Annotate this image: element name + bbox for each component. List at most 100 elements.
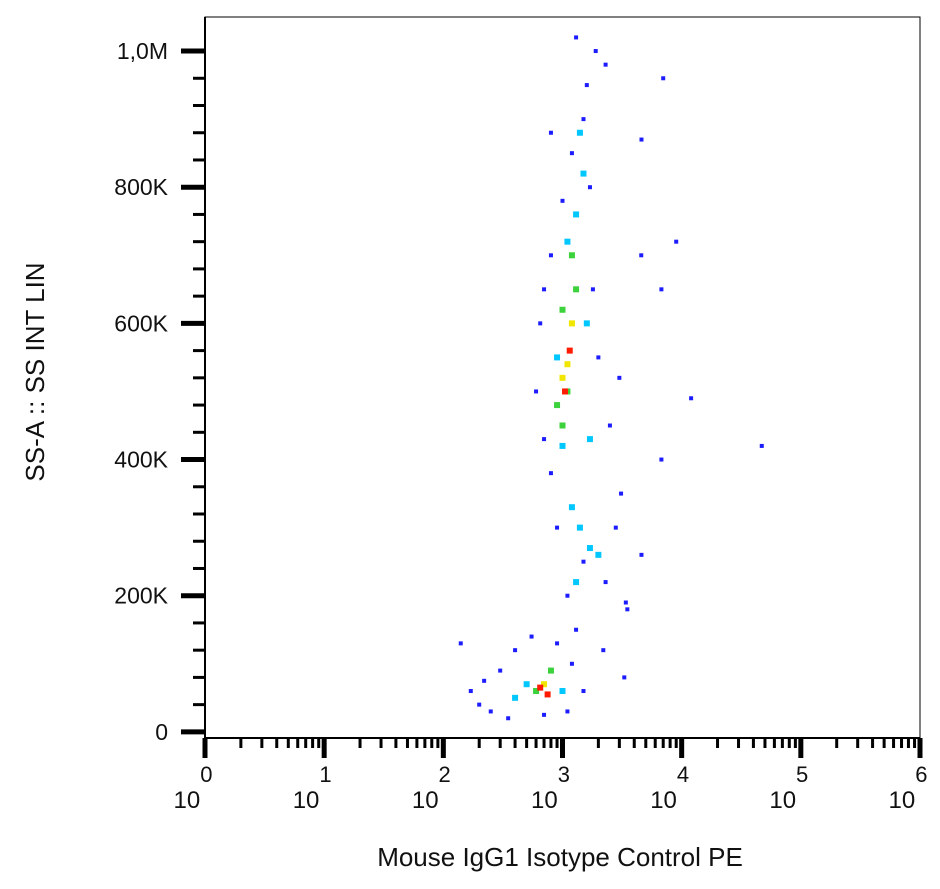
event-dot <box>619 491 624 496</box>
event-dot <box>568 504 575 511</box>
event-dot <box>659 287 664 292</box>
x-tick-power: 2 <box>439 762 451 787</box>
event-dot <box>625 607 630 612</box>
event-dot <box>513 648 518 653</box>
event-dot <box>547 667 554 674</box>
event-dot <box>542 287 547 292</box>
x-tick-label: 100 <box>174 762 213 814</box>
x-tick-base: 10 <box>769 787 796 814</box>
event-dot <box>498 668 503 673</box>
event-dot <box>544 691 551 698</box>
y-tick-label: 800K <box>114 174 168 200</box>
x-tick-base: 10 <box>293 787 320 814</box>
event-dot <box>482 678 487 683</box>
x-tick-power: 3 <box>558 762 570 787</box>
x-tick-base: 10 <box>889 787 916 814</box>
event-dot <box>565 593 570 598</box>
x-tick-base: 10 <box>531 787 558 814</box>
event-dot <box>559 374 566 381</box>
event-dot <box>581 689 586 694</box>
event-dot <box>548 253 553 258</box>
event-dot <box>512 694 519 701</box>
x-tick-base: 10 <box>174 787 201 814</box>
event-dot <box>542 437 547 442</box>
event-dot <box>568 320 575 327</box>
event-dot <box>559 442 566 449</box>
event-dot <box>607 423 612 428</box>
event-dot <box>601 648 606 653</box>
event-dot <box>659 457 664 462</box>
event-dot <box>569 151 574 156</box>
event-dot <box>506 716 511 721</box>
event-dot <box>590 287 595 292</box>
event-dot <box>564 238 571 245</box>
event-dot <box>639 552 644 557</box>
x-tick-power: 6 <box>915 762 927 787</box>
event-dot <box>559 688 566 695</box>
x-tick-label: 104 <box>650 762 689 814</box>
x-tick-label: 103 <box>531 762 570 814</box>
event-dot <box>576 129 583 136</box>
x-tick-power: 0 <box>200 762 212 787</box>
y-tick-label: 200K <box>114 583 168 609</box>
event-dot <box>554 402 561 409</box>
x-tick-power: 5 <box>796 762 808 787</box>
event-dot <box>574 35 579 40</box>
event-dot <box>568 252 575 259</box>
event-dot <box>523 681 530 688</box>
event-dot <box>573 579 580 586</box>
y-tick-label: 1,0M <box>117 38 168 64</box>
event-dot <box>674 239 679 244</box>
x-tick-base: 10 <box>412 787 439 814</box>
event-dot <box>548 471 553 476</box>
event-dot <box>555 525 560 530</box>
event-dot <box>581 559 586 564</box>
event-dot <box>458 641 463 646</box>
event-dot <box>613 525 618 530</box>
event-dot <box>565 709 570 714</box>
event-dot <box>537 684 544 691</box>
x-tick-label: 106 <box>889 762 928 814</box>
event-dot <box>573 286 580 293</box>
event-dot <box>639 137 644 142</box>
event-dot <box>555 641 560 646</box>
event-dot <box>576 524 583 531</box>
event-dot <box>559 422 566 429</box>
event-dot <box>560 198 565 203</box>
y-tick-label: 400K <box>114 447 168 473</box>
event-dot <box>586 436 593 443</box>
event-dot <box>580 170 587 177</box>
x-tick-label: 101 <box>293 762 332 814</box>
event-dot <box>562 388 569 395</box>
event-dot <box>533 688 540 695</box>
event-dot <box>574 627 579 632</box>
x-tick-power: 1 <box>319 762 331 787</box>
event-dot <box>617 375 622 380</box>
event-dot <box>477 702 482 707</box>
event-dot <box>639 253 644 258</box>
event-dot <box>622 675 627 680</box>
event-dot <box>534 389 539 394</box>
event-dot <box>541 681 548 688</box>
event-dot <box>468 689 473 694</box>
x-tick-base: 10 <box>650 787 677 814</box>
event-dot <box>583 320 590 327</box>
event-dot <box>564 361 571 368</box>
event-dot <box>603 62 608 67</box>
event-dot <box>603 580 608 585</box>
y-tick-label: 0 <box>155 719 168 745</box>
y-tick-label: 600K <box>114 310 168 336</box>
x-tick-power: 4 <box>677 762 689 787</box>
x-tick-label: 102 <box>412 762 451 814</box>
event-dot <box>584 83 589 88</box>
event-dot <box>689 396 694 401</box>
event-dot <box>488 709 493 714</box>
event-dot <box>587 185 592 190</box>
event-dot <box>542 712 547 717</box>
event-dot <box>548 130 553 135</box>
event-dot <box>593 49 598 54</box>
event-dot <box>759 443 764 448</box>
x-tick-label: 105 <box>769 762 808 814</box>
event-dot <box>596 355 601 360</box>
